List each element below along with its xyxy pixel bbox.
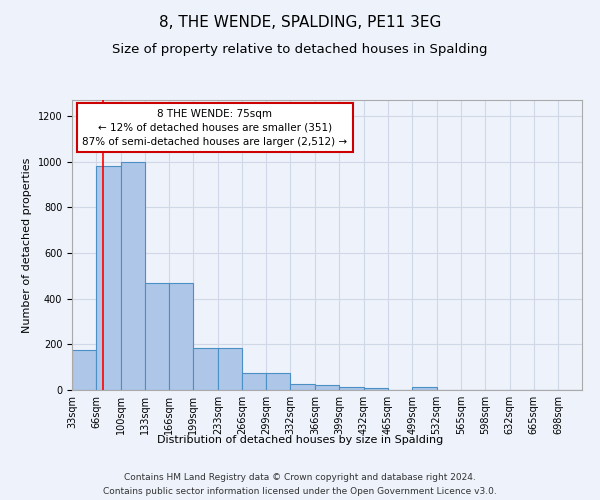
Bar [145, 282, 169, 390]
Bar [316, 386, 340, 390]
Text: Contains public sector information licensed under the Open Government Licence v3: Contains public sector information licen… [103, 488, 497, 496]
Bar [121, 162, 145, 390]
Bar [169, 282, 193, 390]
Bar [242, 373, 266, 390]
Text: Distribution of detached houses by size in Spalding: Distribution of detached houses by size … [157, 435, 443, 445]
Bar [266, 373, 290, 390]
Text: 8 THE WENDE: 75sqm
← 12% of detached houses are smaller (351)
87% of semi-detach: 8 THE WENDE: 75sqm ← 12% of detached hou… [82, 108, 347, 146]
Bar [364, 388, 388, 390]
Bar [290, 384, 316, 390]
Text: 8, THE WENDE, SPALDING, PE11 3EG: 8, THE WENDE, SPALDING, PE11 3EG [159, 15, 441, 30]
Bar [218, 348, 242, 390]
Bar [72, 350, 96, 390]
Text: Size of property relative to detached houses in Spalding: Size of property relative to detached ho… [112, 42, 488, 56]
Bar [96, 166, 121, 390]
Bar [193, 348, 218, 390]
Bar [412, 388, 437, 390]
Bar [340, 386, 364, 390]
Text: Contains HM Land Registry data © Crown copyright and database right 2024.: Contains HM Land Registry data © Crown c… [124, 472, 476, 482]
Y-axis label: Number of detached properties: Number of detached properties [22, 158, 32, 332]
